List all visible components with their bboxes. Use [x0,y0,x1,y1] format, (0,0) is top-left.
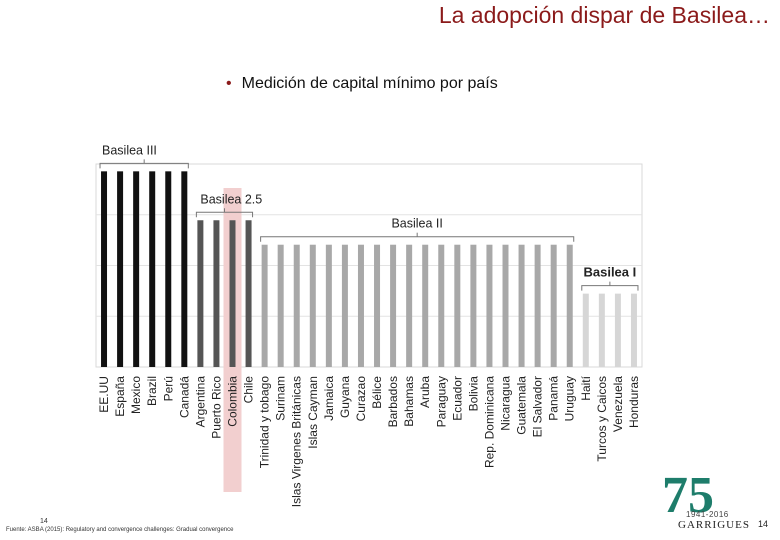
x-tick-label: Barbados [386,376,400,427]
bar [534,244,541,367]
bar [582,293,589,367]
bar [341,244,348,367]
x-tick-label: Canadá [177,376,191,418]
garrigues-75-logo: 75 [662,467,714,524]
bar [149,171,156,367]
x-tick-label: Turcos y Caicos [595,376,609,462]
bar [470,244,477,367]
group-label: Basilea 2.5 [200,192,262,206]
x-tick-label: EE.UU [97,376,111,413]
x-tick-label: El Salvador [531,376,545,437]
bar [245,220,252,367]
footer-source: Fuente: ASBA (2015): Regulatory and conv… [6,527,234,533]
x-tick-label: Islas Cayman [306,376,320,449]
bar [422,244,429,367]
group-bracket [260,236,575,242]
x-tick-label: Venezuela [611,376,625,432]
chart-bars [101,171,637,367]
bar [197,220,204,367]
bar [309,244,316,367]
bullet-text: Medición de capital mínimo por país [241,75,498,92]
group-label: Basilea III [102,143,157,157]
x-tick-label: Bélice [370,376,384,409]
x-tick-label: Haití [579,375,593,400]
x-axis-labels: EE.UU España Mexico Brazil Perú Canadá Argenti… [97,375,641,507]
bar [133,171,140,367]
x-tick-label: Argentina [193,376,207,428]
x-tick-label: Nicaragua [499,376,513,431]
bar [502,244,509,367]
x-tick-label: Bahamas [402,376,416,427]
chart-gridlines [95,163,643,368]
bar [566,244,573,367]
x-tick-label: Surinam [274,376,288,421]
group-label: Basilea II [391,217,442,231]
bar [598,293,605,367]
bar [277,244,284,367]
x-tick-label: Trinidad y tobago [258,376,272,469]
page-number: 14 [758,519,769,529]
bar [518,244,525,367]
x-tick-label: Bolivia [466,376,480,412]
bar [101,171,108,367]
bar [213,220,220,367]
bar [630,293,637,367]
bar [165,171,172,367]
bar [261,244,268,367]
group-brackets: Basilea III Basilea 2.5 Basilea II Basilea … [99,143,639,291]
bar [486,244,493,367]
x-tick-label: Curazao [354,376,368,422]
x-tick-label: Guyana [338,376,352,418]
x-tick-label: Puerto Rico [209,376,223,439]
bar [550,244,557,367]
x-tick-label: Colombia [226,376,240,427]
x-tick-label: Mexico [129,376,143,414]
x-tick-label: Rep. Dominicana [482,376,496,468]
group-label: Basilea I [583,265,636,280]
x-tick-label: Brazil [145,376,159,406]
x-tick-label: Chile [242,376,256,404]
bar [293,244,300,367]
bar [454,244,461,367]
slide-title: La adopción dispar de Basilea… [438,2,770,28]
bar [390,244,397,367]
bar [406,244,413,367]
x-tick-label: Ecuador [450,376,464,421]
x-tick-label: España [113,376,127,417]
bar [229,220,236,367]
x-tick-label: Uruguay [563,376,577,421]
bar [117,171,124,367]
bullet-point: • Medición de capital mínimo por país [226,75,498,93]
bar [374,244,381,367]
x-tick-label: Panamá [547,376,561,421]
bar [438,244,445,367]
x-tick-label: Paraguay [434,376,448,427]
x-tick-label: Islas Virgenes Británicas [290,376,304,507]
bar [325,244,332,367]
x-tick-label: Honduras [627,376,641,428]
logo-number: 75 [662,467,714,524]
x-tick-label: Perú [161,376,175,401]
x-tick-label: Aruba [418,376,432,408]
bar [357,244,364,367]
footer-page-number: 14 [40,518,48,525]
logo-years: 1941-2016 [686,510,729,519]
bar [181,171,188,367]
logo-name: GARRIGUES [678,519,750,531]
bar [614,293,621,367]
x-tick-label: Guatemala [515,376,529,435]
group-bracket [581,285,639,291]
bullet-dot-icon: • [226,75,232,92]
x-tick-label: Jamaica [322,376,336,421]
